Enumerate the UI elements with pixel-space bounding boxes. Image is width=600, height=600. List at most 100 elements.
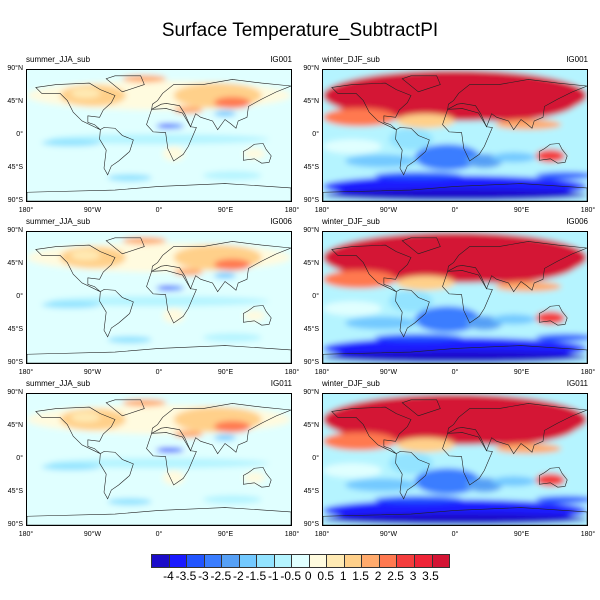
temperature-anomaly-region xyxy=(243,310,266,322)
map-plot xyxy=(322,69,588,202)
colorbar xyxy=(151,554,450,568)
coastline xyxy=(35,82,116,130)
longitude-label: 180° xyxy=(580,531,596,538)
temperature-anomaly-region xyxy=(418,239,580,283)
longitude-label: 0° xyxy=(155,369,163,376)
temperature-anomaly-region xyxy=(323,432,397,451)
panel-title: summer_JJA_sub xyxy=(26,55,91,64)
temperature-anomaly-region xyxy=(418,401,580,445)
colorbar-box xyxy=(379,555,398,567)
longitude-label: 0° xyxy=(451,531,459,538)
temperature-anomaly-region xyxy=(173,430,203,438)
coastline xyxy=(151,403,291,455)
latitude-label: 90°N xyxy=(7,227,23,234)
temperature-anomaly-region xyxy=(49,296,269,307)
temperature-anomaly-region xyxy=(535,333,587,342)
colorbar-label: -4 xyxy=(163,569,174,583)
panel-title: summer_JJA_sub xyxy=(26,379,91,388)
temperature-anomaly-region xyxy=(214,420,251,433)
temperature-anomaly-region xyxy=(345,316,419,330)
temperature-anomaly-region xyxy=(535,149,565,163)
temperature-anomaly-region xyxy=(495,443,562,454)
temperature-anomaly-region xyxy=(323,463,382,478)
colorbar-box xyxy=(362,555,380,567)
panel-title: winter_DJF_sub xyxy=(322,217,380,226)
panel-experiment-label: IG011 xyxy=(566,379,588,388)
temperature-anomaly-region xyxy=(122,237,167,245)
latitude-label: 45°S xyxy=(7,326,23,333)
temperature-anomaly-region xyxy=(374,495,463,504)
coastline xyxy=(151,79,291,131)
coastline xyxy=(539,305,568,326)
coastline xyxy=(146,432,197,486)
temperature-anomaly-region xyxy=(469,135,573,151)
colorbar-label: 3 xyxy=(409,569,417,583)
colorbar-label: -1 xyxy=(267,569,279,583)
colorbar-label: -1.5 xyxy=(245,569,267,583)
temperature-anomaly-region xyxy=(41,301,101,309)
panel-title: winter_DJF_sub xyxy=(322,55,380,64)
coastline xyxy=(395,451,430,500)
panel-title: winter_DJF_sub xyxy=(322,379,380,388)
longitude-label: 90°E xyxy=(217,531,234,538)
temperature-anomaly-region xyxy=(535,171,587,180)
temperature-anomaly-region xyxy=(396,275,455,291)
longitude-label: 180° xyxy=(18,207,34,214)
latitude-label: 45°N xyxy=(303,98,319,105)
colorbar-label: -0.5 xyxy=(280,569,302,583)
latitude-label: 45°S xyxy=(303,488,319,495)
longitude-label: 180° xyxy=(18,369,34,376)
longitude-label: 0° xyxy=(155,531,163,538)
temperature-anomaly-region xyxy=(49,458,269,469)
temperature-anomaly-region xyxy=(159,286,173,290)
temperature-anomaly-region xyxy=(107,174,152,182)
colorbar-box xyxy=(257,555,275,567)
longitude-label: 0° xyxy=(451,207,459,214)
colorbar-label: -3 xyxy=(198,569,209,583)
panel-experiment-label: IG006 xyxy=(566,217,588,226)
temperature-anomaly-region xyxy=(173,106,203,114)
longitude-label: 180° xyxy=(284,369,300,376)
longitude-label: 90°W xyxy=(83,207,102,214)
longitude-label: 90°W xyxy=(379,369,398,376)
coastline xyxy=(442,270,493,324)
coastline xyxy=(539,467,568,488)
map-panel: summer_JJA_sub IG011 90°N 45°N 0° 45°S 90°S 18… xyxy=(7,379,299,538)
coastline xyxy=(331,406,412,454)
longitude-label: 180° xyxy=(580,207,596,214)
latitude-label: 90°N xyxy=(303,227,319,234)
map-plot xyxy=(322,231,588,364)
coastline xyxy=(243,305,272,326)
latitude-label: 90°S xyxy=(303,197,319,204)
temperature-anomaly-region xyxy=(389,128,433,151)
coastline xyxy=(323,507,587,525)
longitude-label: 90°W xyxy=(379,531,398,538)
latitude-label: 0° xyxy=(16,131,23,138)
coastline xyxy=(395,289,430,338)
panel-experiment-label: IG011 xyxy=(270,379,292,388)
temperature-anomaly-region xyxy=(203,495,262,504)
temperature-anomaly-region xyxy=(107,336,152,344)
temperature-anomaly-region xyxy=(162,308,185,323)
colorbar-label: 2.5 xyxy=(387,569,404,583)
coastline xyxy=(151,241,291,293)
temperature-anomaly-region xyxy=(491,476,536,487)
longitude-label: 90°E xyxy=(217,207,234,214)
longitude-label: 90°E xyxy=(513,207,530,214)
coastline xyxy=(401,237,441,255)
temperature-anomaly-region xyxy=(159,124,173,128)
latitude-label: 90°S xyxy=(303,521,319,528)
temperature-anomaly-region xyxy=(414,468,481,495)
temperature-anomaly-region xyxy=(323,513,587,525)
latitude-label: 0° xyxy=(312,293,319,300)
temperature-anomaly-region xyxy=(396,437,455,453)
longitude-label: 180° xyxy=(314,207,330,214)
colorbar-box xyxy=(169,555,188,567)
map-plot xyxy=(26,393,292,526)
coastline xyxy=(146,270,197,324)
temperature-anomaly-region xyxy=(535,311,565,325)
coastline xyxy=(27,507,291,525)
temperature-anomaly-region xyxy=(389,290,433,313)
temperature-anomaly-region xyxy=(374,171,463,180)
colorbar-label: 0.5 xyxy=(317,569,335,583)
